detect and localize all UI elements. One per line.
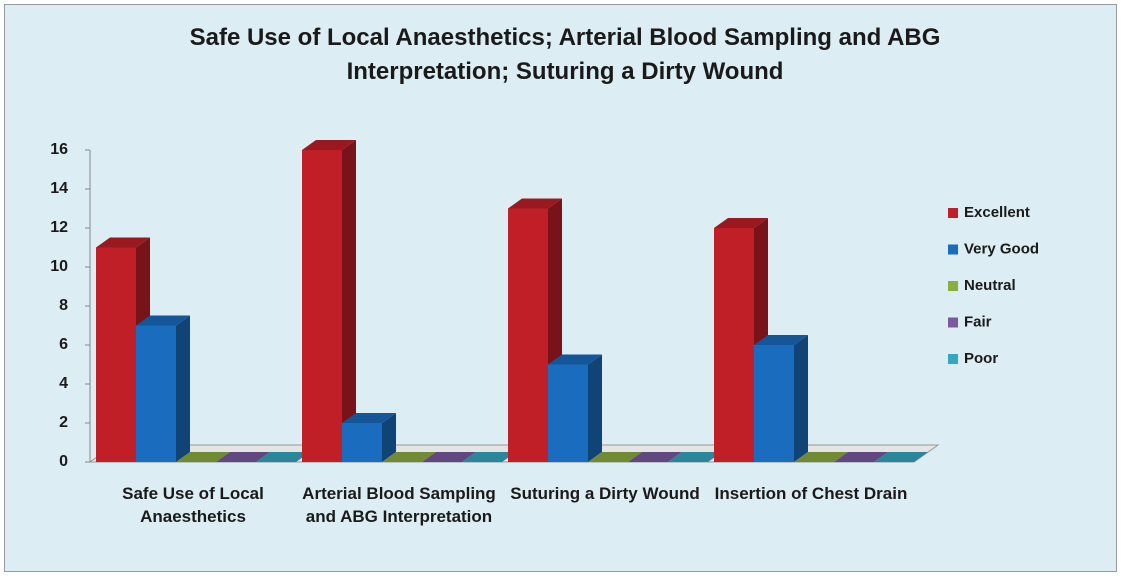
bar-top	[342, 413, 396, 423]
legend-swatch	[948, 208, 958, 218]
bar-top	[256, 452, 310, 462]
bar-top	[548, 354, 602, 365]
bar-top	[462, 452, 516, 462]
bar	[96, 247, 136, 462]
bar	[714, 228, 754, 462]
bar-top	[794, 452, 848, 462]
legend-label: Neutral	[964, 277, 1016, 294]
bar-top	[382, 452, 436, 462]
x-tick-label: Safe Use of Local Anaesthetics	[122, 484, 264, 526]
y-tick-label: 0	[59, 453, 68, 470]
y-tick-label: 12	[50, 219, 68, 236]
legend-swatch	[948, 281, 958, 291]
legend-swatch	[948, 317, 958, 328]
bar	[508, 208, 548, 462]
y-tick-label: 4	[59, 375, 68, 392]
bar-top	[754, 335, 808, 345]
bar-top	[668, 452, 722, 462]
bar-top	[714, 218, 768, 228]
bar-top	[588, 452, 642, 462]
bar-side	[342, 140, 356, 462]
bar-top	[628, 452, 682, 462]
bar	[342, 423, 382, 462]
bar-top	[422, 452, 476, 462]
y-tick-label: 16	[50, 141, 68, 158]
bar	[302, 150, 342, 462]
y-tick-label: 14	[50, 180, 68, 197]
legend-swatch	[948, 244, 958, 255]
bar	[548, 364, 588, 462]
x-tick-label: Arterial Blood Sampling and ABG Interpre…	[302, 484, 496, 526]
y-tick-label: 6	[59, 336, 68, 353]
y-tick-label: 10	[50, 258, 68, 275]
bar-side	[588, 354, 602, 462]
bar-top	[176, 452, 230, 462]
bar-top	[96, 237, 150, 248]
bar	[136, 325, 176, 462]
bar-side	[794, 335, 808, 462]
x-tick-label: Suturing a Dirty Wound	[510, 484, 700, 503]
legend-label: Poor	[964, 350, 998, 367]
bar-side	[382, 413, 396, 462]
bar-top	[834, 452, 888, 462]
legend-label: Excellent	[964, 204, 1030, 221]
bar-top	[216, 452, 270, 462]
x-tick-label: Insertion of Chest Drain	[714, 484, 908, 503]
y-tick-label: 2	[59, 414, 68, 431]
y-tick-label: 8	[59, 297, 68, 314]
legend-swatch	[948, 354, 958, 364]
bar-top	[136, 315, 190, 326]
bar-top	[508, 198, 562, 209]
bar	[754, 345, 794, 462]
legend-label: Fair	[964, 313, 992, 330]
bar-top	[874, 452, 928, 462]
bar-side	[176, 315, 190, 462]
bar-top	[302, 140, 356, 150]
chart-title: Safe Use of Local Anaesthetics; Arterial…	[189, 24, 941, 85]
legend-label: Very Good	[964, 240, 1039, 257]
